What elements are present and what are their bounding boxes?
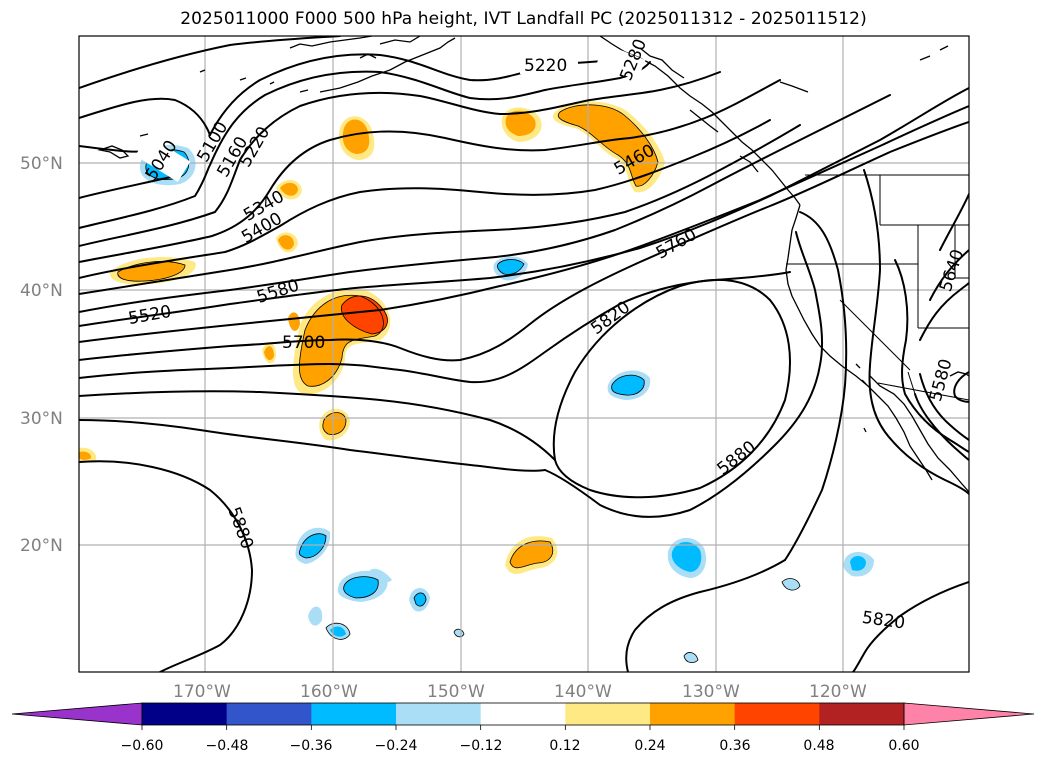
ivt-negative-blob [782, 578, 800, 591]
colorbar-frame [141, 702, 905, 726]
colorbar-segment [734, 703, 820, 725]
ivt-negative-blob [684, 652, 698, 663]
colorbar-tick-label: 0.24 [634, 738, 665, 754]
map-title: 2025011000 F000 500 hPa height, IVT Land… [180, 9, 867, 29]
ivt-positive-blob [79, 451, 92, 460]
colorbar-tick-labels: −0.60 −0.48 −0.36 −0.24 −0.12 0.12 0.24 … [121, 738, 920, 754]
ivt-positive-blob [288, 312, 300, 331]
lat-label: 30°N [20, 409, 63, 429]
ivt-negative-blob [343, 576, 379, 598]
colorbar-segments [142, 703, 905, 725]
ivt-negative-blob [370, 568, 392, 583]
lat-label: 50°N [20, 154, 63, 174]
colorbar: −0.60 −0.48 −0.36 −0.24 −0.12 0.12 0.24 … [11, 702, 1035, 754]
ivt-negative-blob [671, 541, 702, 572]
colorbar-extend-high [903, 702, 1035, 726]
ivt-positive-blob [280, 182, 298, 196]
colorbar-tick-label: −0.12 [460, 738, 503, 754]
lat-label: 40°N [20, 281, 63, 301]
colorbar-tick-label: −0.48 [206, 738, 249, 754]
lat-label: 20°N [20, 536, 63, 556]
ivt-positive-blob [342, 119, 370, 154]
ivt-negative-blob [308, 606, 323, 626]
lon-label: 150°W [427, 682, 485, 702]
colorbar-tick-label: −0.60 [121, 738, 164, 754]
colorbar-tick-label: 0.36 [719, 738, 750, 754]
colorbar-extend-low [11, 702, 143, 726]
ivt-negative-blob [414, 592, 426, 607]
colorbar-tick-label: −0.24 [375, 738, 418, 754]
lon-label: 170°W [173, 682, 231, 702]
colorbar-segment [396, 703, 482, 725]
plot-frame [78, 35, 970, 673]
lon-label: 160°W [300, 682, 358, 702]
ivt-negative-blob [611, 375, 645, 396]
height-contours [79, 36, 969, 672]
contour-label: 5220 [524, 56, 567, 76]
ivt-positive-blob [264, 346, 274, 361]
ivt-positive-blob [558, 104, 658, 187]
ivt-positive-blob [278, 235, 294, 250]
latitude-labels: 50°N 40°N 30°N 20°N [20, 154, 63, 556]
lon-label: 120°W [809, 682, 867, 702]
ivt-positive-blob [505, 110, 536, 136]
longitude-labels: 170°W 160°W 150°W 140°W 130°W 120°W [173, 682, 867, 702]
colorbar-segment [565, 703, 651, 725]
contour-label: 5700 [282, 333, 325, 353]
colorbar-tick-label: −0.36 [290, 738, 333, 754]
ivt-negative-blob [850, 556, 866, 571]
ivt-negative-blob [497, 259, 524, 275]
lon-label: 140°W [554, 682, 612, 702]
colorbar-segment [650, 703, 736, 725]
colorbar-segment [142, 703, 228, 725]
ivt-positive-blob [510, 540, 553, 568]
graticule [79, 36, 969, 672]
colorbar-tick-label: 0.12 [549, 738, 580, 754]
colorbar-segment [226, 703, 312, 725]
colorbar-tick-label: 0.60 [888, 738, 919, 754]
colorbar-ticks [141, 725, 905, 730]
colorbar-segment [480, 703, 566, 725]
lon-label: 130°W [682, 682, 740, 702]
colorbar-segment [311, 703, 397, 725]
colorbar-tick-label: 0.48 [803, 738, 834, 754]
colorbar-segment [819, 703, 905, 725]
ivt-negative-blob [330, 626, 346, 637]
